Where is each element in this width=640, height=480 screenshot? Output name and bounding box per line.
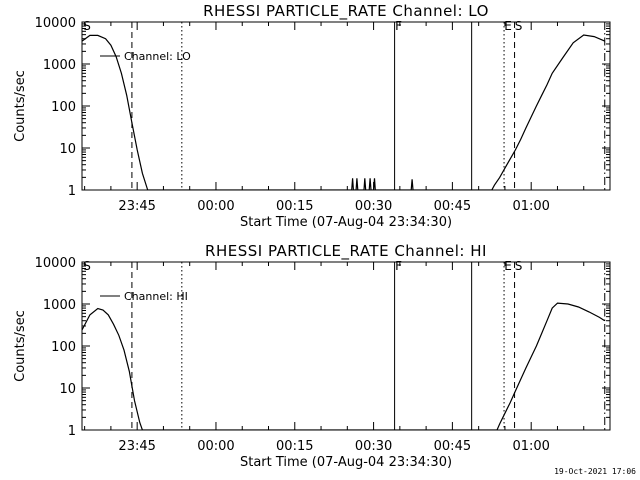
- x-tick-label: 00:45: [434, 199, 471, 214]
- x-tick-label: 01:00: [512, 199, 549, 214]
- y-tick-label: 1: [68, 424, 76, 439]
- chart-title: RHESSI PARTICLE_RATE Channel: HI: [205, 242, 487, 261]
- timestamp: 19-Oct-2021 17:06: [554, 467, 636, 476]
- x-tick-label: 00:00: [197, 199, 234, 214]
- y-tick-label: 1000: [43, 298, 76, 313]
- event-marker-label: E: [504, 19, 512, 33]
- event-marker-label: S: [83, 19, 91, 33]
- plot-frame: [81, 21, 611, 191]
- x-tick-label: 00:00: [197, 439, 234, 454]
- x-tick-label: 00:30: [355, 439, 392, 454]
- data-series-line: [82, 34, 605, 190]
- panel-lo: RHESSI PARTICLE_RATE Channel: LO 1 10 100 10…: [13, 2, 611, 230]
- event-marker-label: S: [515, 19, 523, 33]
- event-marker-label: S: [83, 259, 91, 273]
- chart-title: RHESSI PARTICLE_RATE Channel: LO: [203, 2, 489, 21]
- x-tick-label: 23:45: [118, 439, 155, 454]
- y-tick-label: 100: [51, 100, 76, 115]
- plot-frame: [81, 261, 611, 431]
- event-marker-label: E: [504, 259, 512, 273]
- y-tick-label: 10000: [35, 16, 76, 31]
- event-marker-label: F: [395, 19, 402, 33]
- y-tick-label: 1: [68, 184, 76, 199]
- x-axis-label: Start Time (07-Aug-04 23:34:30): [240, 455, 452, 470]
- y-tick-label: 10: [59, 382, 76, 397]
- y-tick-label: 100: [51, 340, 76, 355]
- y-tick-label: 10000: [35, 256, 76, 271]
- x-tick-label: 00:15: [276, 199, 313, 214]
- data-series-line: [82, 302, 606, 430]
- x-tick-label: 00:30: [355, 199, 392, 214]
- x-tick-label: 23:45: [118, 199, 155, 214]
- y-axis-label: Counts/sec: [13, 310, 28, 382]
- x-tick-label: 00:45: [434, 439, 471, 454]
- y-tick-label: 10: [59, 142, 76, 157]
- panel-hi: RHESSI PARTICLE_RATE Channel: HI 1 10 100 10…: [13, 242, 611, 470]
- event-marker-label: F: [395, 259, 402, 273]
- x-axis-label: Start Time (07-Aug-04 23:34:30): [240, 215, 452, 230]
- y-axis-label: Counts/sec: [13, 70, 28, 142]
- y-tick-label: 1000: [43, 58, 76, 73]
- event-marker-label: S: [515, 259, 523, 273]
- x-tick-label: 01:00: [512, 439, 549, 454]
- legend-label: Channel: HI: [124, 290, 188, 303]
- legend-label: Channel: LO: [124, 50, 191, 63]
- x-tick-label: 00:15: [276, 439, 313, 454]
